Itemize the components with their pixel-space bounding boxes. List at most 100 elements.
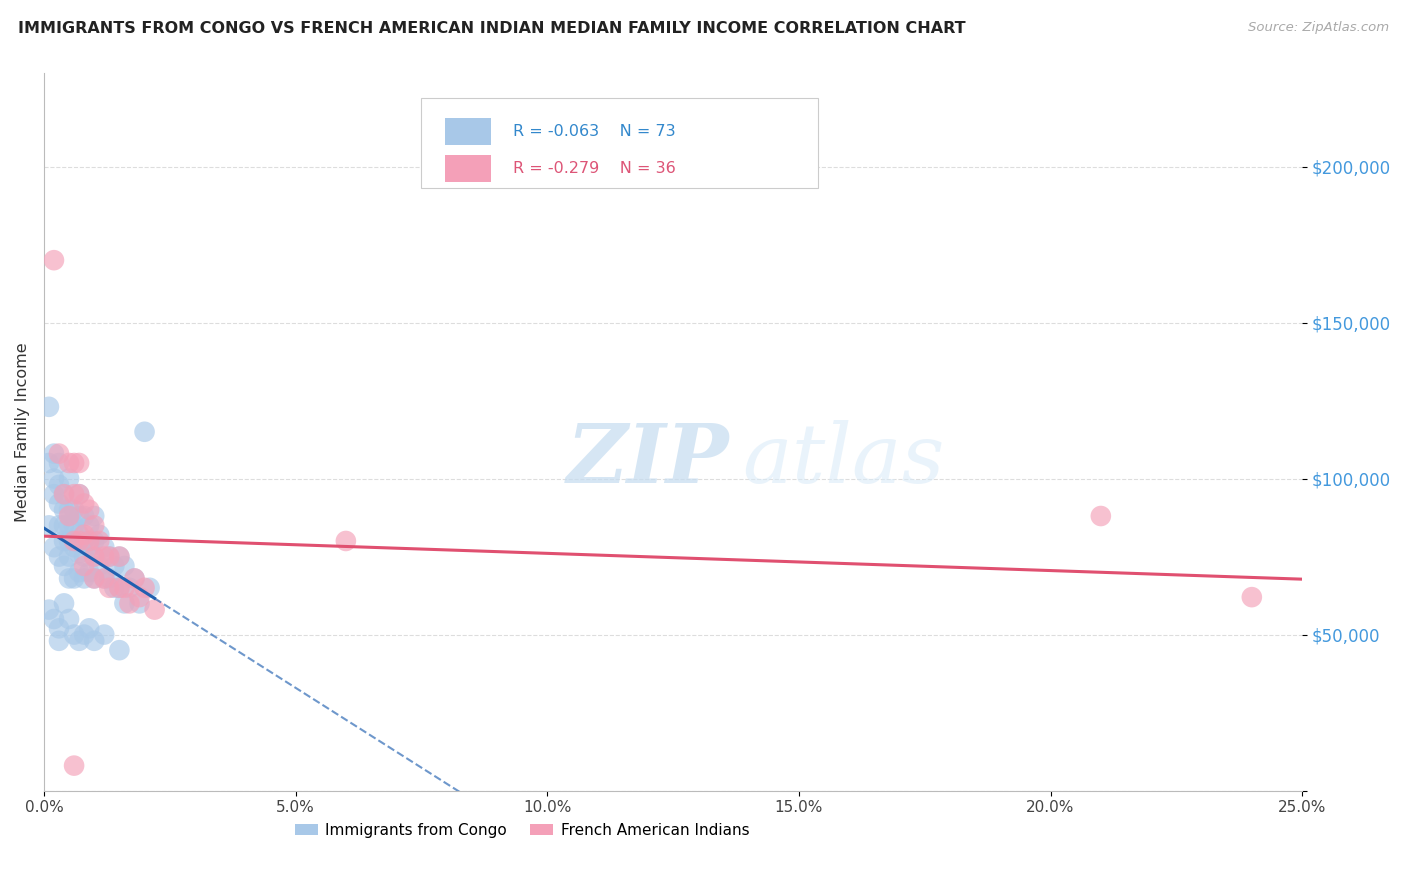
Point	[67, 633, 90, 648]
Point	[93, 540, 115, 554]
Point	[38, 518, 60, 533]
Point	[112, 558, 135, 573]
Text: R = -0.063    N = 73: R = -0.063 N = 73	[513, 124, 676, 139]
Point	[124, 571, 146, 585]
FancyBboxPatch shape	[422, 98, 818, 188]
Point	[108, 643, 131, 657]
Point	[83, 508, 105, 523]
Point	[63, 533, 86, 548]
Point	[42, 612, 65, 626]
Point	[77, 540, 100, 554]
Point	[53, 596, 76, 610]
Point	[83, 518, 105, 533]
Point	[1240, 590, 1263, 604]
Point	[118, 581, 141, 595]
Point	[53, 558, 76, 573]
Point	[89, 533, 111, 548]
Point	[58, 456, 80, 470]
Point	[63, 627, 86, 641]
Point	[48, 633, 70, 648]
Point	[67, 565, 90, 579]
Point	[48, 497, 70, 511]
Point	[53, 503, 76, 517]
Point	[93, 571, 115, 585]
Point	[83, 571, 105, 585]
Point	[77, 503, 100, 517]
Point	[48, 518, 70, 533]
Point	[63, 571, 86, 585]
Y-axis label: Median Family Income: Median Family Income	[15, 342, 30, 522]
Point	[58, 503, 80, 517]
Point	[73, 558, 96, 573]
Point	[73, 627, 96, 641]
Point	[98, 581, 121, 595]
Text: ZIP: ZIP	[567, 420, 730, 500]
Point	[67, 546, 90, 560]
Point	[73, 549, 96, 564]
Point	[108, 581, 131, 595]
Point	[83, 549, 105, 564]
Point	[98, 549, 121, 564]
Point	[108, 549, 131, 564]
Point	[53, 487, 76, 501]
Point	[73, 497, 96, 511]
Point	[53, 533, 76, 548]
Point	[38, 400, 60, 414]
Point	[73, 527, 96, 541]
Point	[134, 425, 156, 439]
Point	[38, 602, 60, 616]
Text: Source: ZipAtlas.com: Source: ZipAtlas.com	[1249, 21, 1389, 34]
Point	[108, 549, 131, 564]
Point	[58, 549, 80, 564]
Point	[42, 540, 65, 554]
Point	[128, 596, 150, 610]
Point	[58, 472, 80, 486]
Point	[67, 487, 90, 501]
Point	[124, 571, 146, 585]
Point	[103, 581, 125, 595]
Point	[42, 447, 65, 461]
Point	[63, 456, 86, 470]
Point	[48, 478, 70, 492]
Point	[98, 571, 121, 585]
Point	[118, 596, 141, 610]
Point	[108, 581, 131, 595]
Point	[63, 487, 86, 501]
Point	[77, 533, 100, 548]
Point	[83, 549, 105, 564]
Point	[89, 527, 111, 541]
FancyBboxPatch shape	[446, 118, 491, 145]
Point	[67, 487, 90, 501]
Point	[42, 253, 65, 268]
Point	[83, 571, 105, 585]
Point	[42, 487, 65, 501]
Point	[138, 581, 160, 595]
Point	[98, 549, 121, 564]
Text: R = -0.279    N = 36: R = -0.279 N = 36	[513, 161, 676, 176]
Point	[67, 508, 90, 523]
Point	[1090, 508, 1112, 523]
Point	[58, 571, 80, 585]
Point	[42, 472, 65, 486]
Point	[38, 456, 60, 470]
Point	[63, 503, 86, 517]
Point	[67, 456, 90, 470]
Point	[63, 540, 86, 554]
Point	[58, 533, 80, 548]
Point	[53, 487, 76, 501]
Point	[67, 527, 90, 541]
Point	[77, 565, 100, 579]
Point	[53, 518, 76, 533]
Point	[48, 621, 70, 635]
Point	[103, 558, 125, 573]
Point	[63, 758, 86, 772]
Point	[93, 571, 115, 585]
Text: IMMIGRANTS FROM CONGO VS FRENCH AMERICAN INDIAN MEDIAN FAMILY INCOME CORRELATION: IMMIGRANTS FROM CONGO VS FRENCH AMERICAN…	[18, 21, 966, 36]
Point	[63, 518, 86, 533]
Point	[58, 612, 80, 626]
Point	[128, 590, 150, 604]
Point	[48, 549, 70, 564]
Point	[67, 533, 90, 548]
Legend: Immigrants from Congo, French American Indians: Immigrants from Congo, French American I…	[288, 817, 755, 844]
Text: atlas: atlas	[742, 420, 945, 500]
